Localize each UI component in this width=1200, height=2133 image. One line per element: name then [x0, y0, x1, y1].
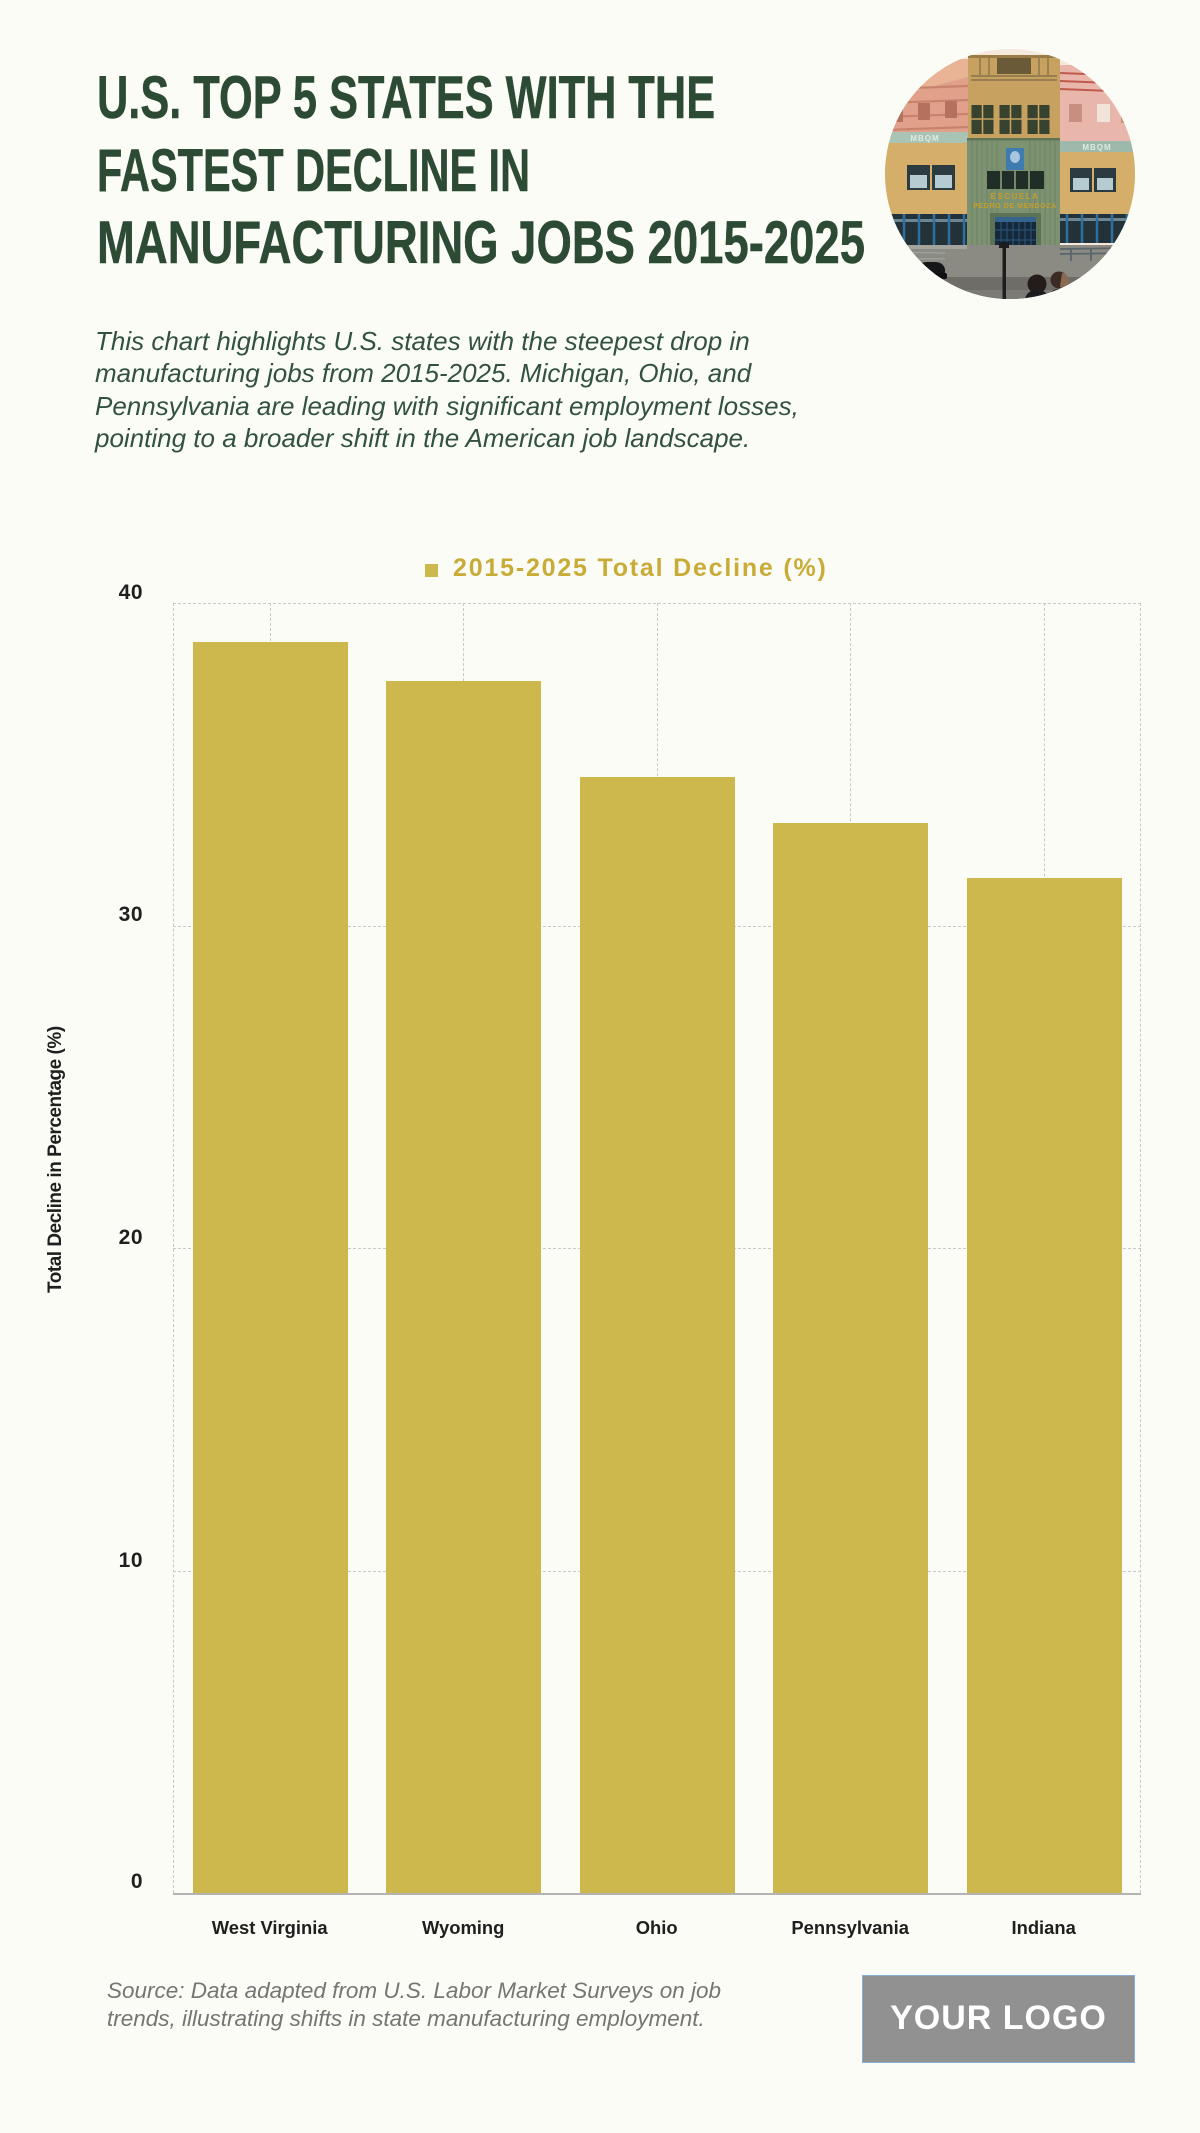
- svg-text:MBQM: MBQM: [910, 134, 939, 143]
- svg-text:ESCUELA: ESCUELA: [991, 192, 1040, 201]
- svg-text:PEDRO DE MENDOZA: PEDRO DE MENDOZA: [973, 203, 1057, 210]
- svg-text:MBQM: MBQM: [1082, 143, 1111, 152]
